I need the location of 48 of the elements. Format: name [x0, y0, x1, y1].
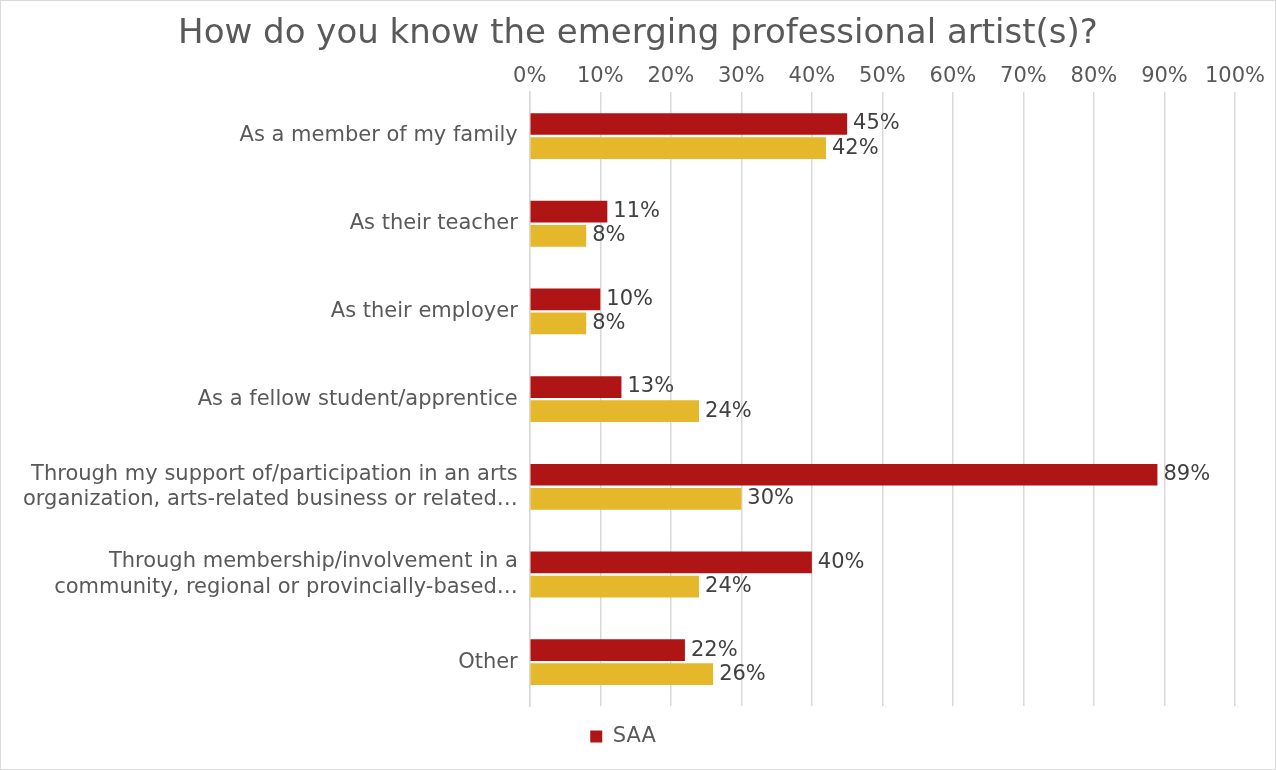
x-tick-label: 20% — [647, 63, 695, 88]
x-tick-label: 50% — [859, 63, 906, 88]
data-label: 45% — [853, 110, 900, 135]
bar — [530, 663, 714, 686]
y-tick-label: Other — [458, 648, 519, 673]
bar — [530, 551, 812, 574]
legend-label: SAA — [612, 722, 657, 747]
bar — [530, 113, 848, 135]
x-tick-label: 90% — [1141, 63, 1188, 88]
bar — [530, 312, 587, 335]
bar — [530, 463, 1158, 486]
data-label: 8% — [592, 222, 626, 247]
bar — [530, 376, 622, 398]
data-label: 24% — [705, 572, 752, 597]
data-label: 30% — [747, 485, 795, 510]
data-label: 24% — [705, 397, 752, 422]
data-label: 8% — [592, 309, 626, 334]
data-label: 10% — [606, 285, 653, 310]
x-tick-label: 40% — [788, 63, 836, 88]
y-tick-label: Through membership/involvement in a community, regional or provincially-based… — [54, 548, 518, 598]
x-tick-label: 0% — [513, 63, 547, 88]
y-tick-label: As a member of my family — [239, 122, 518, 147]
data-label: 40% — [817, 548, 865, 573]
bar — [530, 400, 700, 423]
y-tick-label: As their teacher — [349, 210, 519, 235]
x-tick-label: 80% — [1070, 63, 1118, 88]
bar — [530, 137, 826, 159]
data-label: 11% — [613, 198, 661, 223]
bar — [530, 224, 587, 247]
bar — [530, 575, 700, 598]
data-label: 26% — [719, 660, 766, 685]
y-tick-label: As a fellow student/apprentice — [197, 385, 518, 410]
x-tick-label: 60% — [929, 63, 977, 88]
x-tick-label: 10% — [576, 63, 624, 88]
bar — [530, 288, 601, 311]
x-tick-label: 30% — [718, 63, 765, 88]
y-tick-label: As their employer — [330, 297, 519, 322]
data-label: 22% — [690, 636, 738, 661]
data-label: 89% — [1163, 461, 1211, 486]
data-label: 42% — [831, 134, 879, 159]
x-tick-label: 100% — [1204, 63, 1266, 88]
x-tick-label: 70% — [1000, 63, 1047, 88]
y-tick-label: Through my support of/participation in an arts organization, arts-related business or related… — [22, 460, 518, 510]
bar — [530, 487, 742, 510]
data-label: 13% — [627, 373, 675, 398]
bar — [530, 200, 608, 223]
chart-title: How do you know the emerging professional artist(s)? — [177, 11, 1099, 51]
bar — [530, 639, 685, 661]
